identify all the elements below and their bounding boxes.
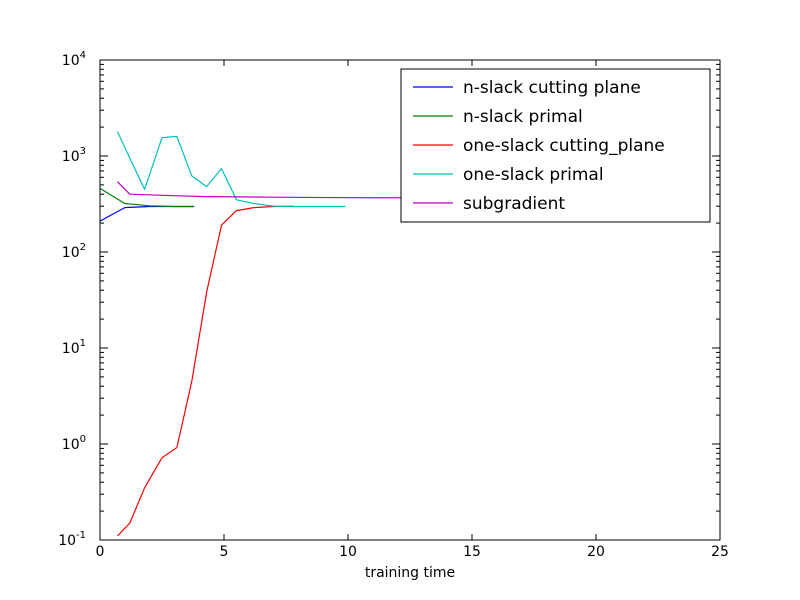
plot-area-frame xyxy=(99,59,721,541)
x-tick-label: 20 xyxy=(587,544,605,560)
y-tick-label: 101 xyxy=(62,338,86,357)
y-tick-base: 10 xyxy=(58,533,76,549)
y-tick-exponent: 3 xyxy=(80,146,86,157)
x-tick-label: 10 xyxy=(339,544,357,560)
y-tick-exponent: 1 xyxy=(80,338,86,349)
x-axis-label: training time xyxy=(365,565,455,581)
x-tick-label: 25 xyxy=(711,544,729,560)
x-tick-label: 15 xyxy=(463,544,481,560)
legend-label: n-slack cutting plane xyxy=(463,78,641,98)
y-tick-base: 10 xyxy=(62,341,80,357)
series-layer xyxy=(99,131,411,537)
legend: n-slack cutting plane n-slack primal one-s… xyxy=(400,68,711,223)
y-tick-base: 10 xyxy=(62,53,80,69)
y-tick-exponent: 2 xyxy=(80,242,86,253)
x-tick-label: 5 xyxy=(220,544,229,560)
y-tick-base: 10 xyxy=(62,149,80,165)
y-tick-label: 100 xyxy=(62,434,86,453)
x-axis: 0 5 10 15 20 25 xyxy=(96,60,729,560)
y-tick-exponent: 4 xyxy=(80,50,86,61)
series-line-4 xyxy=(116,181,411,199)
y-tick-base: 10 xyxy=(62,245,80,261)
legend-label: one-slack primal xyxy=(463,165,604,185)
y-tick-label: 104 xyxy=(62,50,86,69)
series-line-2 xyxy=(116,205,294,537)
y-tick-label: 102 xyxy=(62,242,86,261)
series-line-3 xyxy=(116,131,346,208)
x-tick-label: 0 xyxy=(96,544,105,560)
series-line-1 xyxy=(99,187,195,208)
legend-label: subgradient xyxy=(463,194,565,214)
legend-label: one-slack cutting_plane xyxy=(463,136,665,156)
y-tick-label: 10-1 xyxy=(58,530,86,549)
y-tick-base: 10 xyxy=(62,437,80,453)
y-tick-exponent: 0 xyxy=(80,434,86,445)
y-tick-label: 103 xyxy=(62,146,86,165)
legend-label: n-slack primal xyxy=(463,107,583,127)
y-tick-exponent: -1 xyxy=(76,530,86,541)
